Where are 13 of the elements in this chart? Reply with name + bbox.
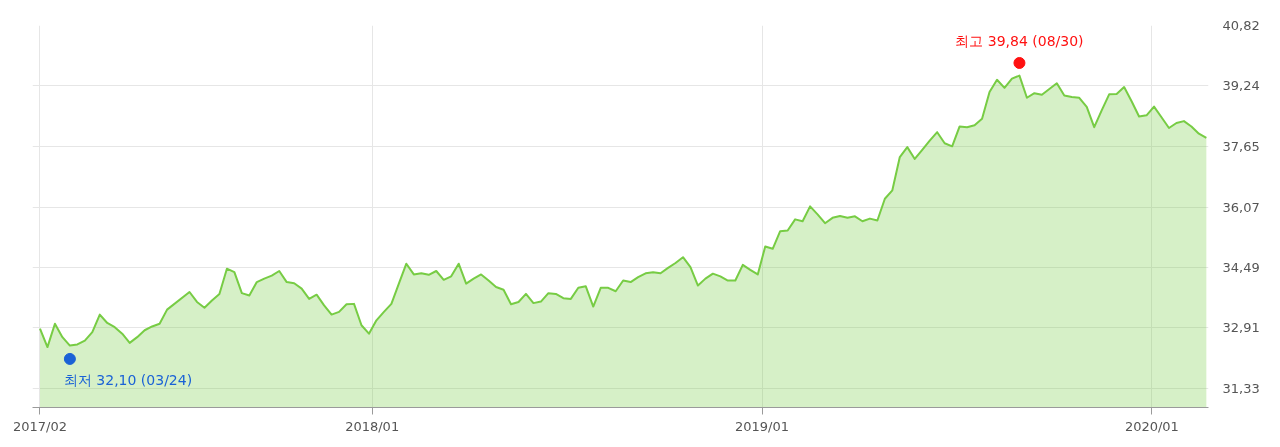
x-tick-label: 2020/01: [1124, 418, 1179, 434]
y-tick-label: 40,82: [1222, 18, 1260, 33]
y-tick-label: 37,65: [1222, 139, 1260, 155]
y-tick-label: 34,49: [1222, 260, 1260, 276]
annotation: 최저 32,10 (03/24): [63, 371, 193, 388]
x-tick-label: 2019/01: [735, 418, 790, 434]
annotation: 최고 39,84 (08/30): [955, 32, 1084, 49]
y-tick-label: 39,24: [1222, 78, 1260, 94]
y-tick-label: 31,33: [1222, 380, 1260, 396]
y-tick-label: 36,07: [1222, 199, 1260, 215]
y-tick-label: 32,91: [1222, 320, 1260, 336]
x-tick-label: 2017/02: [12, 418, 67, 434]
x-tick-label: 2018/01: [345, 418, 400, 434]
